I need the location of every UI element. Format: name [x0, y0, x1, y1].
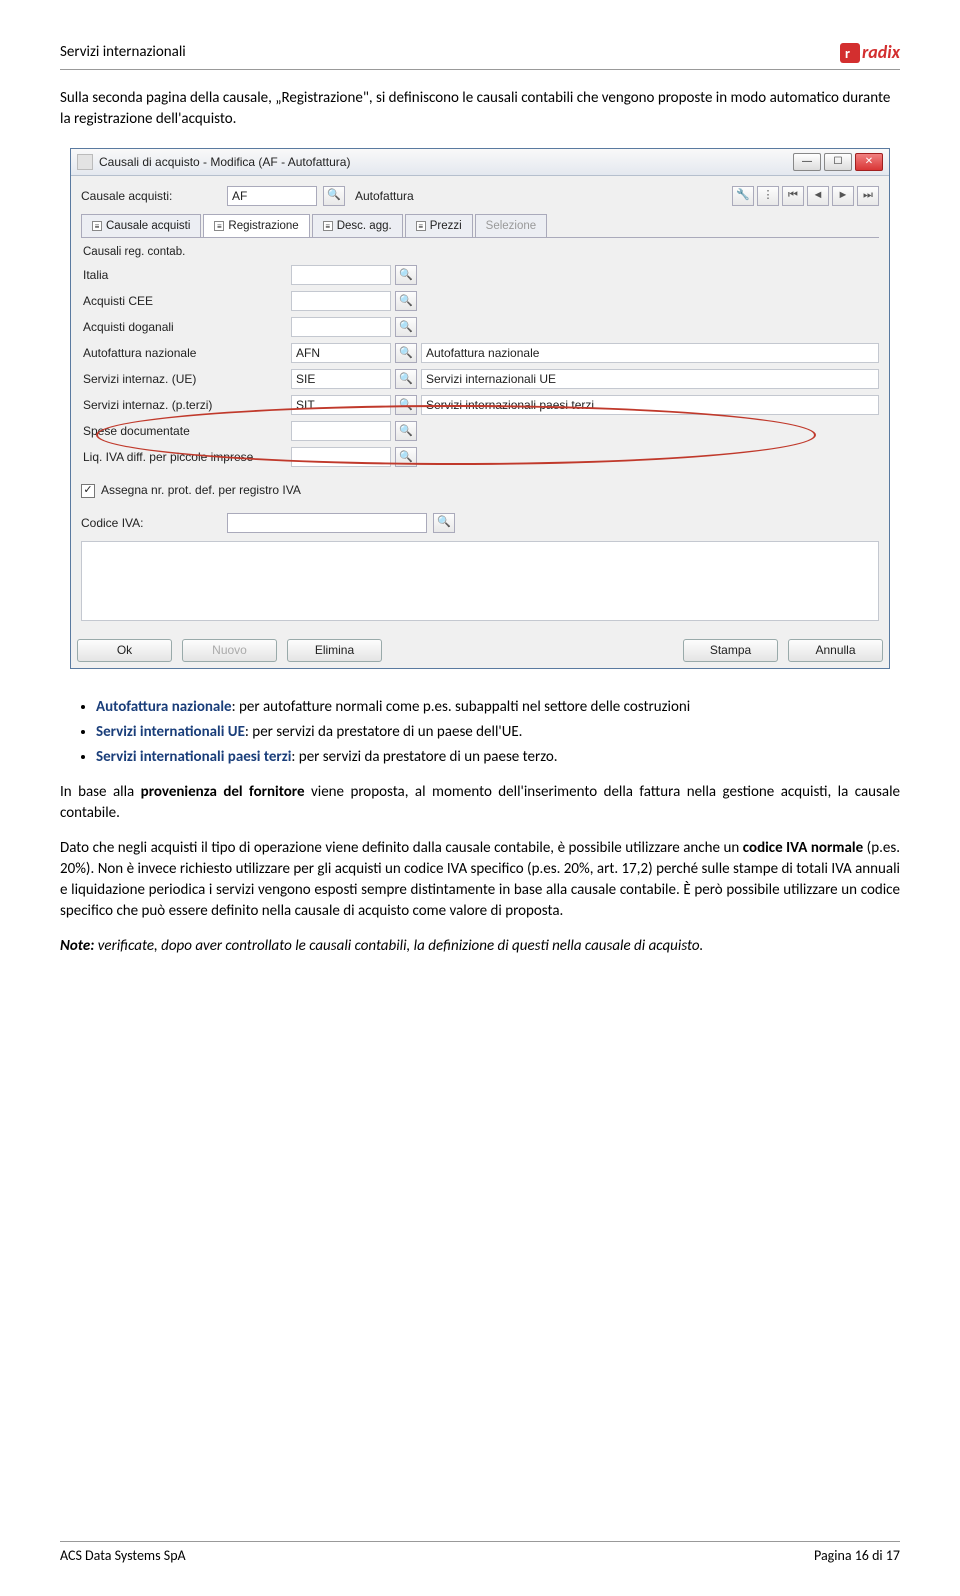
tab-selezione[interactable]: Selezione: [475, 214, 548, 237]
paragraph-codice-iva: Dato che negli acquisti il tipo di opera…: [60, 838, 900, 922]
codice-iva-label: Codice IVA:: [81, 515, 221, 532]
tree-icon[interactable]: ⋮: [757, 186, 779, 206]
prev-icon[interactable]: ◄: [807, 186, 829, 206]
header-title: Servizi internazionali: [60, 42, 186, 63]
tool-icon[interactable]: 🔧: [732, 186, 754, 206]
row-cee: Acquisti CEE🔍: [81, 288, 879, 314]
desc-text: Servizi internazionali UE: [421, 369, 879, 389]
row-pterzi: Servizi internaz. (p.terzi)SIT🔍Servizi i…: [81, 392, 879, 418]
code-input[interactable]: [291, 421, 391, 441]
causale-desc: Autofattura: [351, 186, 726, 206]
next-icon[interactable]: ►: [832, 186, 854, 206]
lookup-icon[interactable]: 🔍: [395, 447, 417, 467]
lookup-icon[interactable]: 🔍: [395, 317, 417, 337]
bullet-list: Autofattura nazionale: per autofatture n…: [60, 697, 900, 768]
desc-text: Servizi internazionali paesi terzi: [421, 395, 879, 415]
maximize-button[interactable]: ☐: [824, 153, 852, 171]
code-input[interactable]: AFN: [291, 343, 391, 363]
titlebar: Causali di acquisto - Modifica (AF - Aut…: [71, 149, 889, 176]
desc-text: Autofattura nazionale: [421, 343, 879, 363]
checkbox-label: Assegna nr. prot. def. per registro IVA: [101, 482, 301, 499]
tab-registrazione[interactable]: ≡Registrazione: [203, 214, 309, 237]
row-doganali: Acquisti doganali🔍: [81, 314, 879, 340]
code-input[interactable]: [291, 265, 391, 285]
nuovo-button[interactable]: Nuovo: [182, 639, 277, 662]
checkbox-assegna[interactable]: ✓: [81, 484, 95, 498]
lookup-icon[interactable]: 🔍: [433, 513, 455, 533]
code-input[interactable]: SIE: [291, 369, 391, 389]
blank-panel: [81, 541, 879, 621]
list-item: Servizi internationali UE: per servizi d…: [96, 722, 900, 743]
row-spese: Spese documentate🔍: [81, 418, 879, 444]
lookup-icon[interactable]: 🔍: [395, 343, 417, 363]
tab-desc-agg[interactable]: ≡Desc. agg.: [312, 214, 403, 237]
annulla-button[interactable]: Annulla: [788, 639, 883, 662]
first-icon[interactable]: ⏮: [782, 186, 804, 206]
section-label: Causali reg. contab.: [83, 244, 879, 260]
footer-page: Pagina 16 di 17: [814, 1546, 900, 1566]
last-icon[interactable]: ⏭: [857, 186, 879, 206]
codice-iva-input[interactable]: [227, 513, 427, 533]
list-item: Servizi internationali paesi terzi: per …: [96, 747, 900, 768]
causale-label: Causale acquisti:: [81, 188, 221, 205]
lookup-icon[interactable]: 🔍: [395, 291, 417, 311]
elimina-button[interactable]: Elimina: [287, 639, 382, 662]
row-liq: Liq. IVA diff. per piccole imprese🔍: [81, 444, 879, 470]
tab-prezzi[interactable]: ≡Prezzi: [405, 214, 473, 237]
stampa-button[interactable]: Stampa: [683, 639, 778, 662]
paragraph-provenienza: In base alla provenienza del fornitore v…: [60, 782, 900, 824]
lookup-icon[interactable]: 🔍: [395, 265, 417, 285]
tab-strip: ≡Causale acquisti ≡Registrazione ≡Desc. …: [81, 214, 879, 238]
app-icon: [77, 154, 93, 170]
footer-company: ACS Data Systems SpA: [60, 1546, 186, 1566]
logo-text: radix: [862, 40, 900, 65]
code-input[interactable]: [291, 447, 391, 467]
causale-code-input[interactable]: AF: [227, 186, 317, 206]
note-paragraph: Note: verificate, dopo aver controllato …: [60, 936, 900, 957]
close-button[interactable]: ✕: [855, 153, 883, 171]
row-italia: Italia🔍: [81, 262, 879, 288]
lookup-icon[interactable]: 🔍: [395, 421, 417, 441]
tab-causale[interactable]: ≡Causale acquisti: [81, 214, 201, 237]
code-input[interactable]: SIT: [291, 395, 391, 415]
window-title: Causali di acquisto - Modifica (AF - Aut…: [99, 154, 793, 171]
row-autofattura: Autofattura nazionaleAFN🔍Autofattura naz…: [81, 340, 879, 366]
minimize-button[interactable]: —: [793, 153, 821, 171]
lookup-icon[interactable]: 🔍: [395, 369, 417, 389]
intro-paragraph: Sulla seconda pagina della causale, „Reg…: [60, 88, 900, 130]
row-ue: Servizi internaz. (UE)SIE🔍Servizi intern…: [81, 366, 879, 392]
page-footer: ACS Data Systems SpA Pagina 16 di 17: [60, 1541, 900, 1566]
lookup-icon[interactable]: 🔍: [323, 186, 345, 206]
list-item: Autofattura nazionale: per autofatture n…: [96, 697, 900, 718]
logo-icon: [840, 43, 860, 63]
dialog-window: Causali di acquisto - Modifica (AF - Aut…: [70, 148, 890, 669]
code-input[interactable]: [291, 317, 391, 337]
lookup-icon[interactable]: 🔍: [395, 395, 417, 415]
ok-button[interactable]: Ok: [77, 639, 172, 662]
code-input[interactable]: [291, 291, 391, 311]
logo: radix: [840, 40, 900, 65]
page-header: Servizi internazionali radix: [60, 40, 900, 70]
